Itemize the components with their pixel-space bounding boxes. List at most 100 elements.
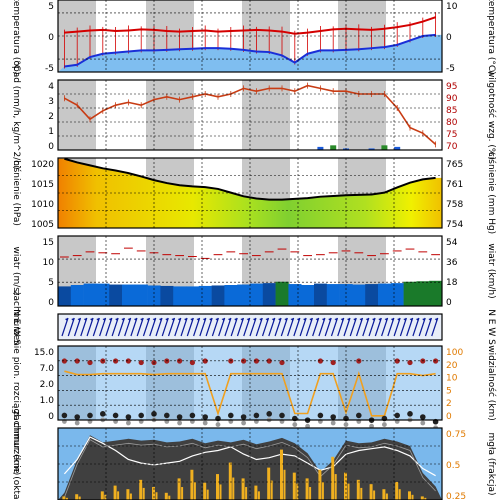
fog-bar (62, 496, 66, 500)
tick-label-right: 0 (446, 298, 452, 308)
tick-label-right: 80 (446, 118, 458, 128)
fog-bar (228, 462, 232, 500)
wind-speed-bar (70, 285, 84, 306)
cloud-top-dot (87, 359, 93, 366)
wind-speed-bar (96, 283, 110, 306)
wind-speed-bar (262, 283, 276, 306)
wind-arrow-head (234, 318, 238, 321)
tick-label-left: 5 (48, 2, 54, 12)
cloud-base-dot (100, 411, 106, 417)
tick-label-right: 70 (446, 142, 458, 152)
wind-arrow-head (83, 318, 87, 321)
precip-bar (394, 146, 401, 150)
wind-arrow-head (422, 318, 426, 321)
background-band (290, 80, 338, 150)
tick-label-right: 0 (446, 412, 452, 422)
fog-bar (385, 493, 388, 500)
visibility-line (64, 370, 436, 417)
cloud-base-dot-light (74, 420, 80, 426)
wind-speed-bar (186, 286, 200, 306)
cloud-top-dot (407, 359, 413, 366)
wind-speed-bar (109, 284, 123, 306)
precip-bar (317, 146, 324, 150)
cloud-base-dot (87, 412, 93, 419)
cloud-base-dot-light (292, 422, 298, 427)
wind-arrow-head (133, 318, 137, 321)
axis-title-left: opad (mm/h, kg/m^2/h) (11, 60, 21, 169)
fog-bar (309, 487, 312, 500)
wind-arrow-head (196, 318, 200, 321)
fog-bar (369, 484, 373, 500)
fog-bar (257, 491, 260, 500)
wind-arrow-head (253, 318, 256, 321)
background-band (194, 80, 242, 150)
wind-arrow-head (227, 318, 231, 321)
tick-label-right: 90 (446, 94, 458, 104)
wind-arrow-head (202, 318, 206, 321)
wind-arrow-head (209, 318, 213, 321)
wind-arrow-head (65, 318, 68, 321)
cloud-base-dot-light (305, 423, 310, 429)
cloud-base-dot (61, 412, 68, 419)
cloud-base-dot-light (202, 420, 208, 426)
wind-speed-bar (339, 284, 353, 306)
tick-label-right: 5 (446, 386, 452, 396)
wind-arrow-head (372, 318, 376, 321)
axis-title-left: ciśnienie (hPa) (11, 160, 22, 226)
fog-bar (142, 487, 145, 500)
wind-speed-bar (275, 281, 289, 306)
fog-bar (168, 495, 171, 500)
fog-bar (117, 491, 120, 500)
wind-arrow-head (397, 318, 401, 321)
wind-arrow-head (315, 318, 319, 321)
fog-bar (395, 482, 399, 500)
wind-arrow-head (90, 318, 94, 321)
tick-label-right: 761 (446, 180, 463, 190)
axis-title-left: wiatr (m/s) (11, 247, 21, 296)
wind-arrow-head (146, 318, 150, 321)
tick-label-right: 0.25 (446, 492, 466, 500)
fog-bar (283, 469, 286, 500)
cloud-base-dot (138, 412, 144, 419)
wind-arrow-head (171, 318, 175, 321)
fog-bar (190, 469, 194, 500)
wind-speed-bar (58, 286, 72, 306)
fog-bar (193, 481, 196, 500)
fog-bar (78, 496, 81, 500)
cloud-base-dot-light (343, 422, 349, 427)
fog-bar (245, 487, 248, 500)
fog-bar (331, 456, 335, 500)
panel-frame (57, 79, 443, 151)
wind-speed-bar (403, 281, 417, 306)
wind-speed-bar (250, 283, 264, 306)
tick-label-right: 20 (446, 361, 458, 371)
cloud-base-dot (356, 412, 362, 419)
fog-bar (270, 480, 273, 500)
wind-arrow-head (334, 318, 338, 321)
tick-label-left: 0 (48, 298, 54, 308)
wind-speed-bar (390, 283, 404, 306)
wind-arrow-head (96, 318, 100, 321)
cloud-base-dot (176, 414, 183, 420)
tick-label-left: 2.0 (40, 380, 55, 390)
fog-bar (305, 478, 309, 500)
wind-arrow-head (328, 318, 332, 321)
tick-label-right: 100 (446, 348, 463, 358)
wind-arrow-head (159, 318, 162, 321)
wind-arrow-head (152, 318, 156, 321)
wind-speed-bar (301, 285, 315, 306)
temperature-min-line (64, 33, 436, 68)
axis-title-left: N E W S (11, 309, 21, 345)
wind-arrow-head (340, 318, 344, 321)
wind-speed-bar (237, 284, 251, 306)
wind-speed-bar (365, 284, 379, 306)
cloud-base-dot (266, 411, 273, 417)
fog-bar (373, 490, 376, 500)
wind-arrow-head (177, 318, 181, 321)
tick-label-left: 15.0 (34, 348, 54, 358)
panel-frame (57, 427, 443, 500)
fog-bar (113, 485, 117, 500)
cloud-base-dot (74, 414, 80, 420)
wind-arrow-head (365, 318, 369, 321)
